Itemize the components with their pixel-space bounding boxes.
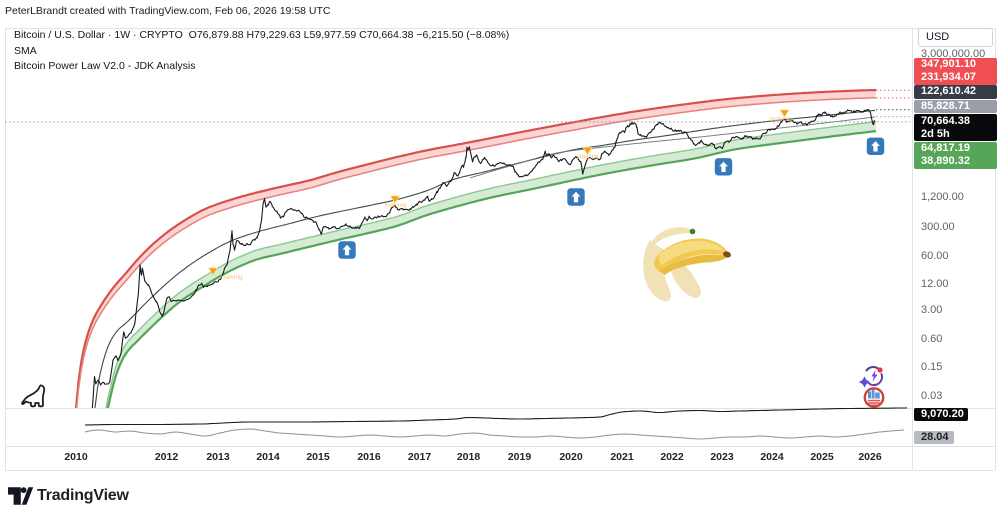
svg-text:Halving: Halving bbox=[385, 202, 407, 209]
svg-text:Halving: Halving bbox=[770, 116, 792, 123]
svg-text:Halving: Halving bbox=[577, 154, 599, 161]
svg-text:Halving: Halving bbox=[221, 274, 243, 281]
